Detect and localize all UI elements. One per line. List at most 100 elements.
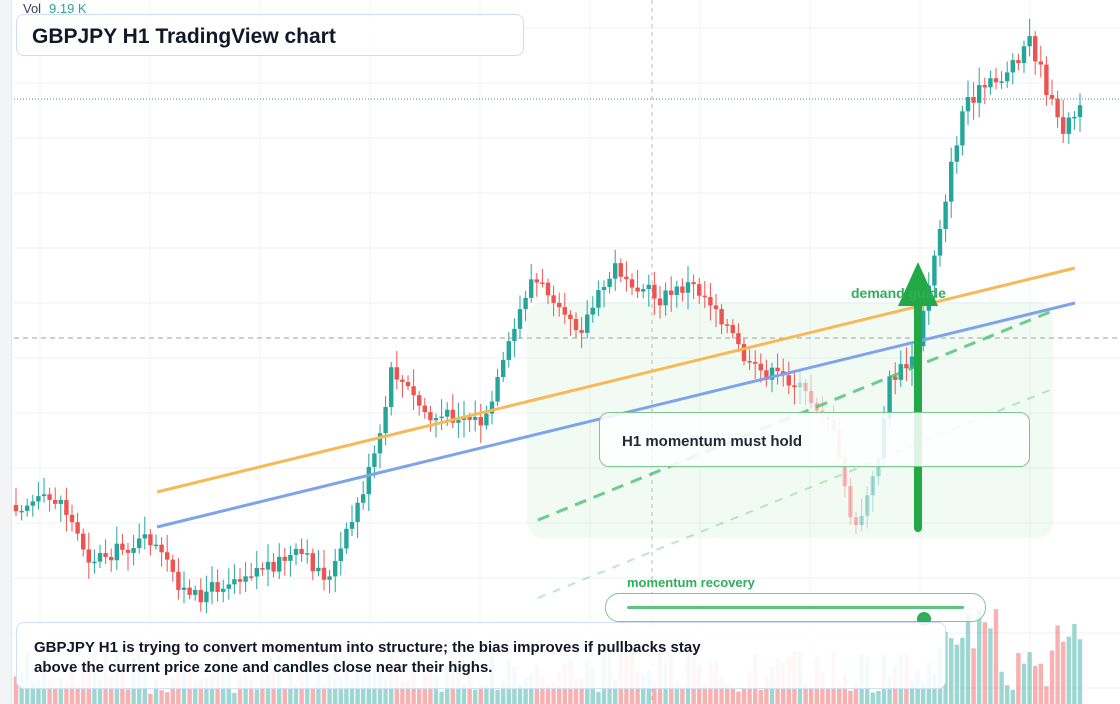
candle-body xyxy=(344,528,349,549)
candle-body xyxy=(30,501,35,506)
candle-body xyxy=(943,201,948,229)
volume-bar xyxy=(159,690,164,704)
momentum-recovery-slider[interactable] xyxy=(605,593,986,626)
candle-body xyxy=(265,561,271,570)
candle-body xyxy=(254,568,259,577)
candle-body xyxy=(562,307,567,315)
candle-body xyxy=(221,588,226,592)
candle-body xyxy=(769,367,775,380)
volume-bar xyxy=(517,684,523,704)
candle-body xyxy=(165,552,170,560)
candle-body xyxy=(652,284,657,299)
candle-body xyxy=(506,341,511,360)
momentum-callout-text: H1 momentum must hold xyxy=(622,433,803,450)
candle-body xyxy=(25,505,30,511)
candle-body xyxy=(1016,60,1021,64)
candle-body xyxy=(215,582,220,592)
demand-arrow-head xyxy=(898,262,938,306)
candle-body xyxy=(249,576,254,578)
candle-body xyxy=(489,401,495,414)
slider-track xyxy=(627,606,964,626)
volume-bar xyxy=(232,692,237,704)
candle-body xyxy=(450,409,455,423)
volume-bar xyxy=(545,683,551,704)
volume-bar xyxy=(473,689,478,704)
volume-bar xyxy=(1021,663,1027,704)
left-toolbar xyxy=(0,0,12,704)
candle-body xyxy=(1005,72,1010,82)
volume-bar xyxy=(949,638,954,704)
candle-body xyxy=(977,85,982,103)
candle-body xyxy=(1033,36,1038,62)
volume-bar xyxy=(125,689,131,704)
volume-bar xyxy=(960,637,965,704)
candle-body xyxy=(1049,95,1055,99)
volume-bar xyxy=(13,676,19,704)
volume-bar xyxy=(97,678,103,704)
volume-bar xyxy=(680,685,685,704)
candle-body xyxy=(333,561,338,577)
candle-body xyxy=(400,379,405,382)
candle-body xyxy=(932,255,937,286)
volume-bar xyxy=(383,678,388,704)
candle-body xyxy=(663,290,668,306)
volume-bar xyxy=(282,688,287,704)
volume-bar xyxy=(993,609,999,704)
candle-body xyxy=(456,419,461,423)
candle-body xyxy=(590,307,595,315)
volume-bar xyxy=(237,678,243,704)
candle-body xyxy=(81,533,86,550)
momentum-recovery-label: momentum recovery xyxy=(627,575,755,590)
candle-body xyxy=(1021,46,1027,64)
volume-bar xyxy=(887,677,892,704)
candle-body xyxy=(674,286,679,295)
candle-body xyxy=(282,556,287,561)
candle-body xyxy=(551,295,556,303)
volume-bar xyxy=(30,681,35,704)
candle-body xyxy=(786,375,791,386)
candle-body xyxy=(142,534,147,539)
volume-bar xyxy=(204,677,209,704)
volume-bar xyxy=(652,682,657,704)
candle-body xyxy=(433,418,439,421)
volume-bar xyxy=(809,686,814,704)
candle-body xyxy=(501,359,506,378)
volume-bar xyxy=(1033,665,1038,704)
candle-body xyxy=(198,589,203,603)
volume-bar xyxy=(825,689,831,704)
volume-bar xyxy=(249,679,254,704)
candle-body xyxy=(764,370,769,380)
volume-bar xyxy=(1066,636,1071,704)
candle-body xyxy=(1072,116,1077,119)
volume-bar xyxy=(461,682,467,704)
candle-body xyxy=(377,433,383,454)
candle-body xyxy=(75,522,80,534)
candle-body xyxy=(114,543,119,561)
candle-body xyxy=(64,500,69,515)
candle-body xyxy=(372,453,377,467)
volume-bar xyxy=(870,692,875,704)
volume-bar xyxy=(523,676,528,704)
candle-body xyxy=(36,496,41,502)
candle-body xyxy=(865,495,870,516)
volume-bar xyxy=(758,689,763,704)
analysis-note-text: GBPJPY H1 is trying to convert momentum … xyxy=(34,639,701,676)
volume-bar xyxy=(736,691,741,704)
candle-body xyxy=(473,417,478,420)
volume-bar xyxy=(1072,623,1077,704)
candle-body xyxy=(187,587,192,595)
volume-label: Vol xyxy=(23,1,42,16)
candle-body xyxy=(148,534,153,546)
candle-body xyxy=(512,328,517,342)
candle-body xyxy=(137,538,142,548)
candle-body xyxy=(159,544,164,553)
candle-body xyxy=(41,494,47,497)
volume-bar xyxy=(837,682,842,704)
candle-body xyxy=(691,282,696,285)
candle-body xyxy=(876,457,881,477)
candle-body xyxy=(47,494,52,500)
volume-bar xyxy=(579,677,584,704)
candle-body xyxy=(719,309,724,325)
volume-bar xyxy=(405,680,411,704)
candle-body xyxy=(366,466,371,495)
